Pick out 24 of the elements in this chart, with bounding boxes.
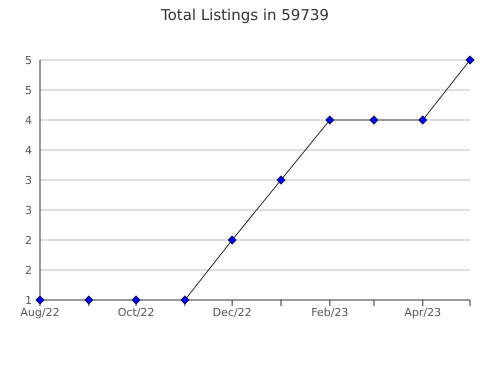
y-tick-label: 2 <box>25 264 32 277</box>
point <box>466 56 474 64</box>
x-tick-label: Feb/23 <box>311 306 348 319</box>
y-tick-label: 1 <box>25 294 32 307</box>
y-tick-label: 3 <box>25 174 32 187</box>
x-tick-label: Dec/22 <box>212 306 252 319</box>
point <box>276 176 286 184</box>
y-tick-label: 4 <box>25 114 32 127</box>
point <box>84 296 94 304</box>
y-tick-label: 4 <box>25 144 32 157</box>
y-tick-label: 5 <box>25 84 32 97</box>
point <box>370 116 378 124</box>
y-tick-label: 5 <box>25 54 32 67</box>
point <box>325 116 334 124</box>
point <box>228 236 237 244</box>
point <box>418 116 428 124</box>
x-tick-label: Aug/22 <box>20 306 60 319</box>
x-tick-label: Apr/23 <box>404 306 442 319</box>
y-tick-label: 2 <box>25 234 32 247</box>
point <box>180 296 190 304</box>
y-tick-label: 3 <box>25 204 32 217</box>
point <box>132 296 140 304</box>
chart-title: Total Listings in 59739 <box>160 5 330 26</box>
x-tick-label: Oct/22 <box>118 306 154 319</box>
